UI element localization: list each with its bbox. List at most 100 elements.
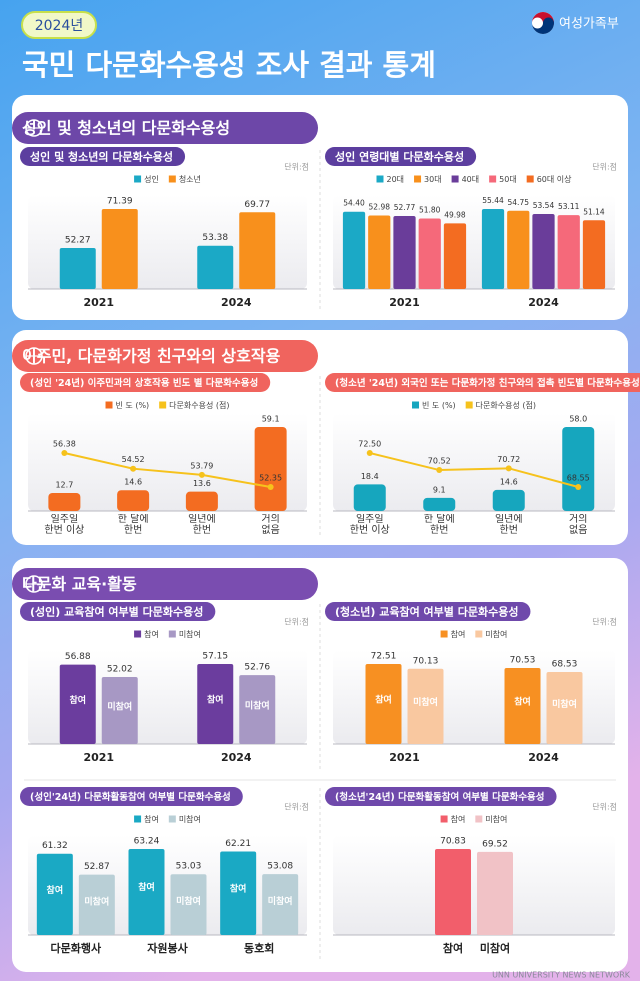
logo: 여성가족부 <box>532 12 619 34</box>
value-label: 53.54 <box>533 201 555 210</box>
value-label: 52.98 <box>369 202 391 211</box>
x-tick-label: 일년에 한번 <box>494 514 523 536</box>
bar-label: 참여 <box>514 696 531 708</box>
legend-swatch <box>451 175 459 183</box>
value-label: 55.44 <box>482 196 504 205</box>
x-tick-label: 2024 <box>528 296 559 309</box>
x-tick-label: 2021 <box>389 751 420 764</box>
value-label: 52.27 <box>65 235 91 245</box>
bar <box>507 210 530 289</box>
chart-title-label: (청소년 '24년) 외국인 또는 다문화가정 친구와의 접촉 빈도별 다문화수… <box>335 377 640 389</box>
bar <box>239 675 276 744</box>
plot-area <box>28 650 307 744</box>
x-tick-label-box: 일주일 한번 이상 <box>44 514 84 536</box>
bar <box>342 211 366 289</box>
chart-title: (청소년'24년) 다문화활동참여 여부별 다문화수용성 <box>325 787 557 806</box>
chart-title-bg <box>325 787 557 806</box>
line-point <box>575 484 582 490</box>
bar <box>36 853 73 935</box>
bar-label: 미참여 <box>107 701 132 713</box>
bar-label: 미참여 <box>245 700 270 712</box>
watermark: UNN UNIVERSITY NEWS NETWORK <box>492 971 631 980</box>
section-icon <box>25 119 43 137</box>
bar <box>78 874 115 935</box>
value-label: 56.38 <box>53 440 76 449</box>
legend: 빈 도 (%) 다문화수용성 (점) <box>412 400 536 410</box>
value-label: 14.6 <box>124 478 142 487</box>
value-label: 69.77 <box>244 200 270 210</box>
unit-label: 단위:점 <box>592 162 617 172</box>
value-label: 69.52 <box>482 839 508 849</box>
chart-title-bg <box>325 602 531 621</box>
bar-label: 미참여 <box>84 895 109 907</box>
value-label: 57.15 <box>202 652 228 662</box>
bar <box>393 216 416 289</box>
legend: 빈 도 (%) 다문화수용성 (점) <box>105 400 229 410</box>
bar <box>407 668 444 744</box>
x-tick-label-box: 일년에 한번 <box>494 514 523 536</box>
value-label: 53.08 <box>267 862 293 872</box>
line-point <box>267 484 274 490</box>
line <box>369 452 579 488</box>
value-label: 13.6 <box>193 479 211 488</box>
value-label: 72.51 <box>371 652 397 662</box>
value-label: 59.1 <box>262 415 280 424</box>
bar <box>443 223 467 289</box>
value-label: 12.7 <box>55 480 73 489</box>
logo-emblem-bottom <box>532 17 554 34</box>
bar-label: 참여 <box>138 881 155 893</box>
bar-label: 미참여 <box>413 696 438 708</box>
bar <box>418 218 441 289</box>
value-label: 70.83 <box>440 837 466 847</box>
unit-label: 단위:점 <box>592 802 617 812</box>
legend-swatch <box>475 630 483 638</box>
bar <box>170 874 207 935</box>
legend-swatch <box>465 401 473 409</box>
chart-title-label: (청소년) 교육참여 여부별 다문화수용성 <box>335 605 518 619</box>
legend-swatch <box>526 175 534 183</box>
legend-swatch <box>134 630 142 638</box>
x-tick-label: 한 달에 한번 <box>423 514 455 536</box>
legend-label: 다문화수용성 (점) <box>169 400 229 410</box>
value-label: 53.11 <box>558 202 580 211</box>
x-tick-label: 동호회 <box>244 941 274 955</box>
value-label: 54.52 <box>122 455 145 464</box>
bar <box>128 849 165 935</box>
section-title-bg <box>12 112 318 144</box>
badge-bg <box>21 11 97 39</box>
bar <box>197 664 234 744</box>
bar-label: 미참여 <box>552 698 577 710</box>
x-tick-label-box: 한 달에 한번 <box>118 514 149 536</box>
chart-title: 성인 연령대별 다문화수용성 <box>325 147 477 166</box>
line <box>64 452 271 488</box>
x-tick-label: 미참여 <box>480 941 510 955</box>
legend-label: 20대 <box>387 175 405 184</box>
section-title-bg <box>12 568 318 600</box>
bar-label: 참여 <box>47 884 64 896</box>
value-label: 18.4 <box>361 472 379 481</box>
line-point <box>366 450 373 456</box>
value-label: 53.79 <box>190 461 213 470</box>
legend-swatch <box>168 630 176 638</box>
chart-title-bg <box>325 147 477 166</box>
legend-label: 참여 <box>451 814 466 824</box>
legend-label: 미참여 <box>179 814 201 824</box>
bar <box>504 667 541 744</box>
bar <box>48 492 81 511</box>
bar <box>477 851 513 935</box>
unit-label: 단위:점 <box>284 617 309 627</box>
legend-swatch <box>440 815 448 823</box>
legend-label: 미참여 <box>485 629 507 639</box>
x-tick-label: 거의 없음 <box>261 514 280 536</box>
value-label: 51.14 <box>583 207 605 216</box>
x-tick-label: 일년에 한번 <box>188 514 216 536</box>
legend-swatch <box>376 175 384 183</box>
value-label: 51.80 <box>419 206 441 215</box>
value-label: 56.88 <box>65 652 91 662</box>
chart-title-bg <box>20 147 186 166</box>
bar <box>59 247 96 289</box>
legend-swatch <box>134 815 142 823</box>
bar-label: 참여 <box>69 694 86 706</box>
x-tick-label: 2024 <box>528 751 559 764</box>
